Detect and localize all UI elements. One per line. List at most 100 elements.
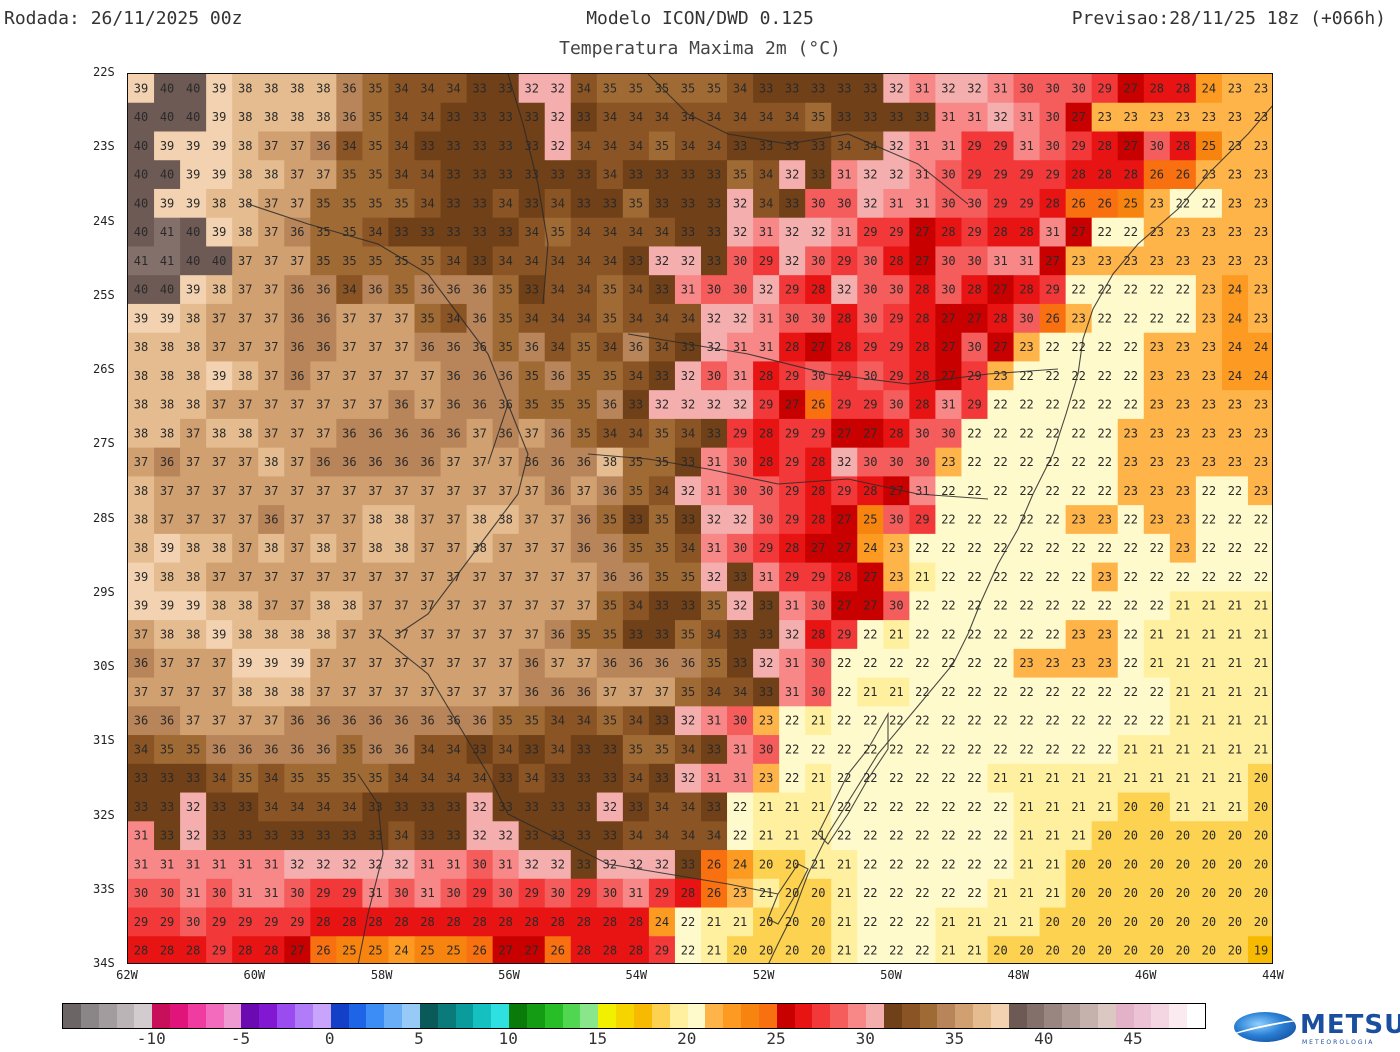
temp-cell (935, 706, 963, 736)
temp-value: 22 (889, 829, 903, 843)
temp-cell (128, 160, 155, 190)
temp-cell (180, 533, 207, 564)
colorbar-swatch (116, 1004, 135, 1028)
temperature-shading (128, 74, 1272, 963)
temp-value: 37 (264, 369, 278, 383)
temp-cell (154, 188, 181, 219)
temp-value: 30 (811, 656, 825, 670)
temp-value: 23 (1228, 426, 1242, 440)
temp-value: 38 (134, 426, 148, 440)
temp-cell (1143, 332, 1171, 363)
temp-cell (336, 303, 364, 334)
temp-value: 23 (1124, 484, 1138, 498)
temp-value: 36 (420, 426, 434, 440)
temp-cell (544, 275, 572, 305)
temp-cell (753, 677, 780, 707)
temp-cell (1169, 591, 1197, 621)
temp-cell (1065, 275, 1093, 305)
temp-value: 34 (707, 627, 721, 641)
temp-cell (909, 620, 937, 650)
temp-value: 20 (1045, 915, 1059, 929)
temp-cell (596, 620, 624, 650)
temp-value: 31 (368, 886, 382, 900)
temp-cell (154, 447, 181, 477)
temp-cell (1065, 418, 1093, 449)
lon-label: 60W (243, 968, 266, 982)
colorbar-label: 10 (498, 1029, 518, 1048)
temp-value: 33 (681, 168, 695, 182)
temp-cell (831, 505, 858, 535)
lon-label: 56W (498, 968, 520, 982)
temp-cell (258, 447, 285, 477)
temp-cell (909, 303, 937, 334)
temp-cell (1221, 763, 1249, 794)
temp-value: 22 (941, 714, 955, 728)
temp-value: 37 (446, 455, 460, 469)
temp-value: 33 (655, 369, 669, 383)
temp-value: 29 (1019, 196, 1033, 210)
lat-label: 27S (93, 436, 115, 451)
temp-value: 37 (420, 398, 434, 412)
temp-cell (518, 735, 546, 765)
temp-cell (1195, 275, 1223, 305)
temp-cell (648, 533, 676, 564)
temp-value: 22 (785, 714, 799, 728)
colorbar-swatch (776, 1004, 795, 1028)
temp-value: 22 (993, 398, 1007, 412)
temp-value: 28 (785, 541, 799, 555)
temp-cell (180, 763, 207, 794)
temp-cell (1195, 505, 1223, 535)
temp-value: 28 (1045, 196, 1059, 210)
temp-value: 30 (941, 196, 955, 210)
temp-value: 33 (160, 800, 174, 814)
temp-value: 34 (577, 254, 591, 268)
temp-value: 20 (1019, 944, 1033, 958)
temp-value: 22 (915, 857, 929, 871)
temp-cell (232, 160, 259, 190)
colorbar-swatch (402, 1004, 420, 1028)
temp-cell (128, 361, 155, 391)
temp-value: 23 (889, 541, 903, 555)
temp-value: 33 (655, 771, 669, 785)
temp-value: 34 (551, 340, 565, 354)
temp-cell (1013, 792, 1041, 822)
temp-cell (1247, 476, 1272, 506)
colorbar-swatch (830, 1004, 849, 1028)
temp-value: 24 (1228, 340, 1242, 354)
temp-value: 20 (1202, 944, 1216, 958)
temp-cell (1117, 188, 1145, 219)
temp-cell (674, 275, 702, 305)
temp-value: 37 (394, 369, 408, 383)
temp-cell (1143, 677, 1171, 707)
temp-value: 32 (707, 513, 721, 527)
temp-value: 23 (1150, 398, 1164, 412)
temp-value: 32 (863, 196, 877, 210)
temp-cell (596, 303, 624, 334)
temp-value: 29 (134, 915, 148, 929)
temp-cell (440, 591, 468, 621)
temp-cell (544, 188, 572, 219)
temp-value: 22 (1124, 599, 1138, 613)
temp-value: 36 (681, 656, 695, 670)
temp-cell (128, 74, 155, 104)
colorbar-swatch (473, 1004, 492, 1028)
temp-value: 34 (420, 110, 434, 124)
temp-value: 22 (1124, 627, 1138, 641)
temp-value: 30 (889, 283, 903, 297)
temp-value: 37 (290, 398, 304, 412)
temp-cell (1065, 160, 1093, 190)
temp-value: 29 (967, 225, 981, 239)
temp-cell (805, 418, 832, 449)
temp-value: 22 (967, 599, 981, 613)
temp-value: 22 (1124, 398, 1138, 412)
temp-cell (544, 533, 572, 564)
temp-value: 21 (1254, 685, 1268, 699)
temp-value: 27 (811, 541, 825, 555)
temp-cell (622, 447, 650, 477)
temp-cell (674, 160, 702, 190)
temp-cell (805, 217, 832, 248)
temp-value: 28 (811, 455, 825, 469)
temp-cell (180, 217, 207, 248)
lon-label: 50W (880, 968, 902, 982)
temp-cell (284, 706, 311, 736)
